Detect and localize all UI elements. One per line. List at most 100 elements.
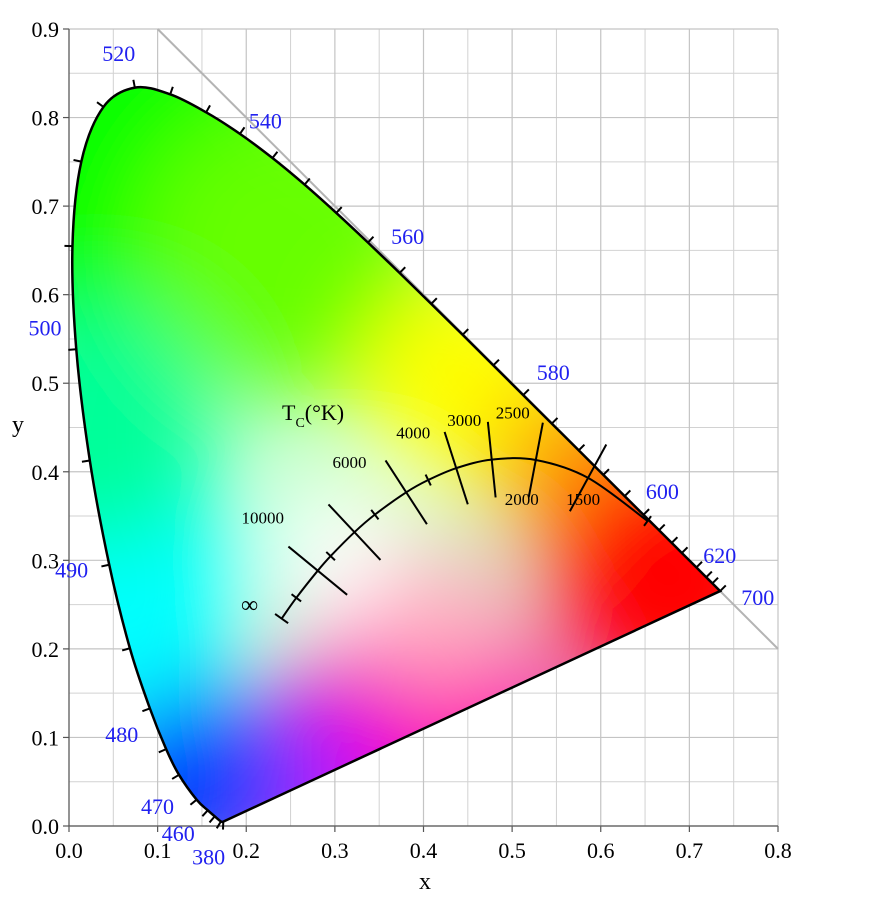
x-tick-label: 0.6 <box>587 838 615 863</box>
wavelength-tick <box>492 358 500 367</box>
wavelength-tick <box>705 570 713 578</box>
wavelength-tick <box>201 809 209 817</box>
wavelength-tick <box>81 459 90 463</box>
temperature-label: 1500 <box>566 490 600 509</box>
annotation-subscript: C <box>295 416 304 431</box>
temperature-label: 2000 <box>505 490 539 509</box>
y-tick-label: 0.0 <box>32 814 60 839</box>
wavelength-label: 380 <box>192 845 225 870</box>
y-axis-label: y <box>12 412 24 438</box>
wavelength-tick <box>189 798 198 806</box>
isotherm <box>568 444 608 512</box>
wavelength-tick <box>171 773 180 780</box>
wavelength-tick <box>711 576 719 585</box>
wavelength-tick <box>215 820 222 829</box>
wavelength-label: 500 <box>28 316 61 341</box>
wavelength-label: 540 <box>249 109 282 134</box>
wavelength-label: 620 <box>703 543 736 568</box>
annotation-unit: (°K) <box>305 400 344 425</box>
wavelength-label: 490 <box>55 558 88 583</box>
wavelength-tick <box>142 707 151 713</box>
y-tick-label: 0.1 <box>32 725 60 750</box>
x-tick-label: 0.2 <box>233 838 261 863</box>
wavelength-tick <box>695 561 703 569</box>
wavelength-tick <box>671 536 679 544</box>
wavelength-tick <box>551 417 559 425</box>
y-tick-label: 0.9 <box>32 17 60 42</box>
x-tick-label: 0.3 <box>321 838 349 863</box>
y-tick-label: 0.8 <box>32 106 60 131</box>
isotherm <box>325 551 336 561</box>
wavelength-tick <box>205 104 211 113</box>
temperature-annotation: TC(°K) <box>282 400 344 431</box>
color-blob <box>72 307 216 548</box>
wavelength-tick <box>719 584 727 592</box>
wavelength-tick <box>335 206 343 214</box>
wavelength-tick <box>303 177 311 186</box>
wavelength-tick <box>681 546 689 554</box>
x-tick-label: 0.8 <box>764 838 792 863</box>
isotherm <box>384 459 428 525</box>
temperature-label: 3000 <box>447 411 481 430</box>
wavelength-tick <box>132 79 136 88</box>
wavelength-tick <box>158 748 167 754</box>
wavelength-tick <box>623 489 632 497</box>
wavelength-tick <box>271 151 279 159</box>
temperature-label: 10000 <box>242 509 285 528</box>
isotherm <box>370 509 380 521</box>
wavelength-tick <box>239 126 246 135</box>
wavelength-label: 470 <box>141 794 174 819</box>
wavelength-tick <box>101 563 110 568</box>
color-blob <box>371 543 512 684</box>
wavelength-label: 520 <box>102 41 135 66</box>
isotherm <box>486 421 497 498</box>
x-tick-label: 0.7 <box>676 838 704 863</box>
isotherm <box>287 545 348 596</box>
isotherm <box>327 503 382 561</box>
wavelength-label: 700 <box>741 585 774 610</box>
y-tick-label: 0.2 <box>32 637 60 662</box>
wavelength-label: 580 <box>537 360 570 385</box>
wavelength-label: 600 <box>646 479 679 504</box>
y-tick-label: 0.4 <box>32 460 60 485</box>
x-tick-label: 0.4 <box>410 838 438 863</box>
isotherm <box>290 593 302 603</box>
wavelength-tick <box>642 508 650 516</box>
wavelength-label: 460 <box>162 821 195 846</box>
temperature-label: ∞ <box>241 593 258 619</box>
wavelength-tick <box>578 443 586 452</box>
y-tick-label: 0.3 <box>32 548 60 573</box>
x-tick-label: 0.1 <box>144 838 172 863</box>
annotation-symbol: T <box>282 400 296 425</box>
x-tick-label: 0.0 <box>55 838 83 863</box>
wavelength-tick <box>522 388 530 396</box>
wavelength-tick <box>461 328 469 336</box>
wavelength-tick <box>68 348 77 351</box>
wavelength-label: 560 <box>391 224 424 249</box>
temperature-label: 4000 <box>396 423 430 442</box>
wavelength-tick <box>96 101 105 108</box>
wavelength-tick <box>430 297 438 305</box>
temperature-label: 6000 <box>332 453 366 472</box>
wavelength-tick <box>658 523 666 531</box>
isotherm <box>443 431 469 505</box>
isotherm <box>643 515 652 527</box>
x-tick-label: 0.5 <box>498 838 526 863</box>
wavelength-tick <box>367 236 375 244</box>
x-axis-label: x <box>419 869 431 895</box>
wavelength-tick <box>121 647 131 652</box>
isotherm <box>527 422 544 498</box>
wavelength-tick <box>602 468 610 476</box>
y-tick-label: 0.5 <box>32 371 60 396</box>
wavelength-tick <box>208 815 216 824</box>
y-tick-label: 0.6 <box>32 283 60 308</box>
wavelength-tick <box>73 158 82 163</box>
isotherm <box>424 474 432 486</box>
temperature-label: 2500 <box>496 404 530 423</box>
wavelength-tick <box>398 266 406 274</box>
isotherm <box>274 613 289 625</box>
wavelength-label: 480 <box>105 722 138 747</box>
wavelength-tick <box>169 86 174 95</box>
